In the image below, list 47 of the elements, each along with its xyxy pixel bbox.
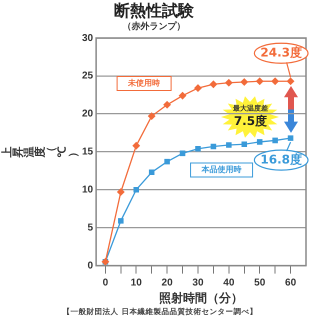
series-label: 未使用時 <box>127 78 160 88</box>
y-axis-title: 上昇温度（℃） <box>0 146 80 158</box>
y-tick-label: 25 <box>82 70 94 82</box>
point <box>132 142 140 150</box>
x-tick-label: 40 <box>223 277 235 288</box>
point <box>226 142 232 148</box>
y-tick-label: 5 <box>88 222 94 234</box>
y-tick-label: 30 <box>82 32 94 44</box>
point <box>180 150 186 156</box>
point <box>210 144 216 150</box>
point <box>148 112 156 120</box>
x-tick-label: 0 <box>102 277 109 288</box>
point <box>240 78 248 86</box>
point <box>117 188 124 196</box>
y-tick-label: 10 <box>82 184 94 196</box>
chart-subtitle: （赤外ランプ） <box>122 20 186 32</box>
annotation: 24.3度 <box>260 45 302 60</box>
x-tick-label: 60 <box>285 277 297 288</box>
annotation: 16.8度 <box>260 152 302 166</box>
x-tick-label: 50 <box>254 277 266 288</box>
point <box>242 141 248 147</box>
point <box>133 186 140 193</box>
x-tick-label: 10 <box>130 277 142 288</box>
point <box>194 84 202 92</box>
point <box>256 78 264 85</box>
x-tick-label: 20 <box>162 277 174 288</box>
annotation: 7.5度 <box>234 114 268 128</box>
point <box>118 218 124 224</box>
point <box>288 135 294 141</box>
point <box>195 146 201 152</box>
point <box>256 139 262 145</box>
point <box>164 158 170 164</box>
point <box>163 101 171 108</box>
y-tick-label: 20 <box>82 108 94 120</box>
point <box>272 138 278 144</box>
chart-title: 断熱性試験 <box>114 0 195 20</box>
x-tick-label: 30 <box>192 277 204 288</box>
point <box>178 92 186 100</box>
x-axis-title: 照射時間（分） <box>159 291 244 306</box>
y-tick-label: 15 <box>82 146 94 158</box>
point <box>271 78 279 85</box>
y-tick-label: 0 <box>88 260 94 272</box>
point <box>210 80 218 88</box>
series-label: 本品使用時 <box>200 165 242 174</box>
point <box>148 170 154 176</box>
point <box>225 79 232 86</box>
point <box>286 78 294 85</box>
